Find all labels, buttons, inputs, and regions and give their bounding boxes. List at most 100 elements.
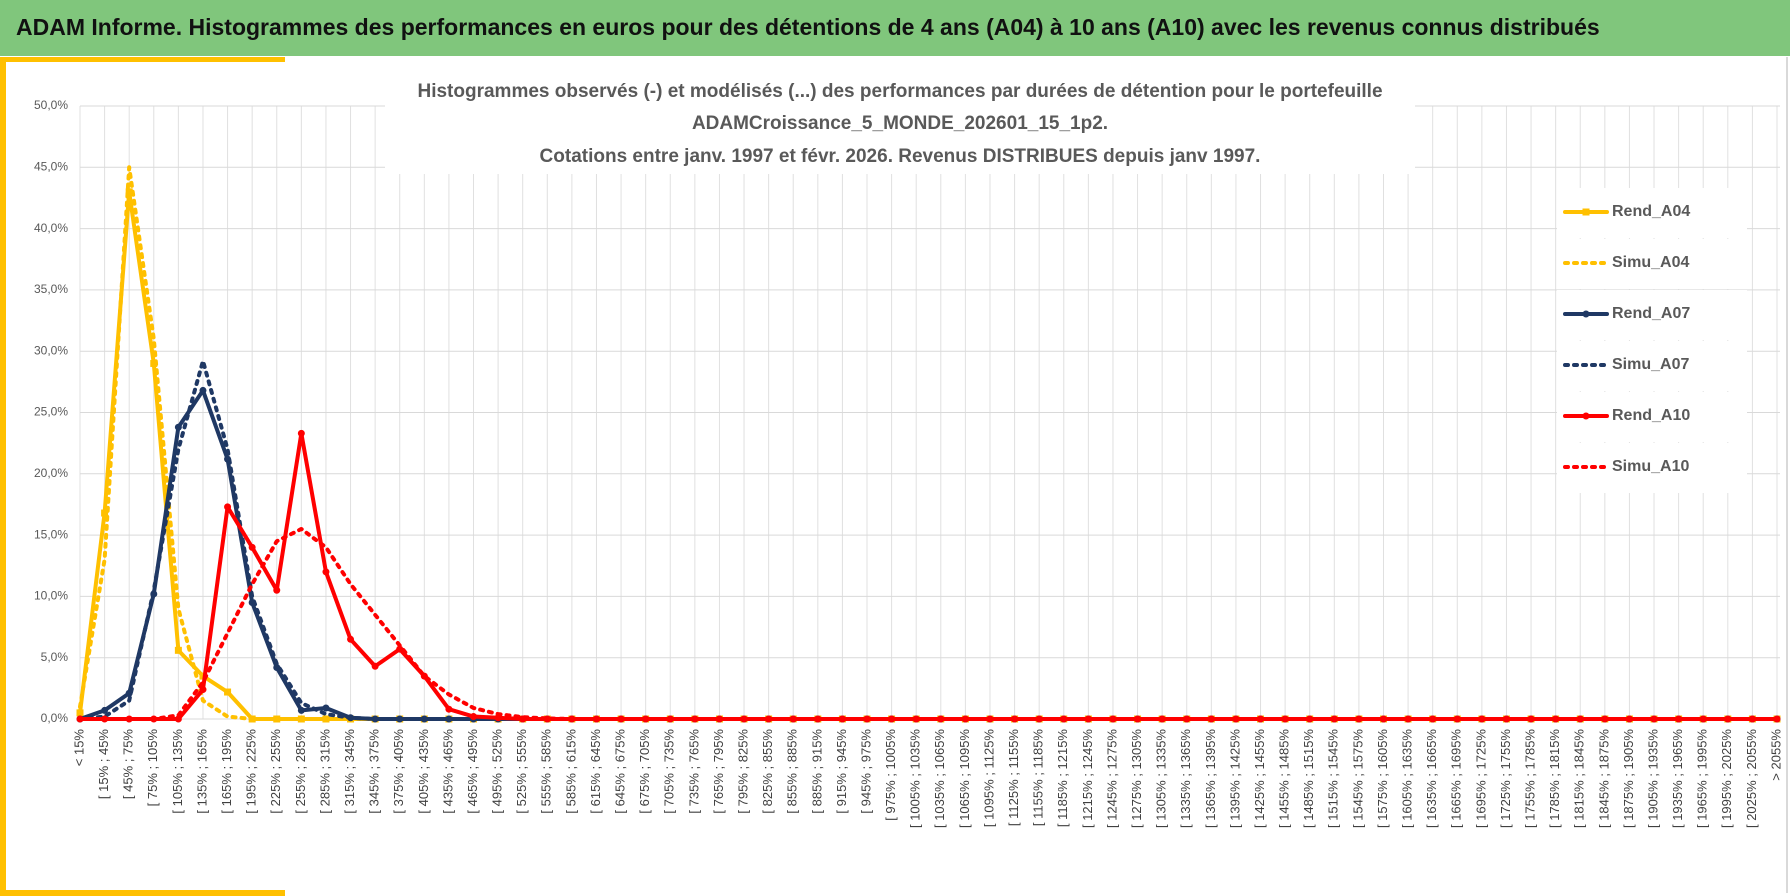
x-tick-label: [ 285% ; 315% [317,729,332,814]
x-tick-label: [ 45% ; 75% [121,729,136,800]
x-tick-label: [ 1665% ; 1695% [1449,729,1464,828]
x-tick-label: [ 105% ; 135% [170,729,185,814]
x-tick-label: [ 1845% ; 1875% [1596,729,1611,828]
series-line [78,189,1779,721]
x-tick-label: [ 945% ; 975% [858,729,873,814]
legend-marker [1582,208,1590,216]
x-tick-label: [ 255% ; 285% [293,729,308,814]
x-tick-label: [ 885% ; 915% [809,729,824,814]
point-marker [297,429,305,437]
x-tick-label: [ 1485% ; 1515% [1301,729,1316,828]
legend-label: Simu_A07 [1612,356,1689,373]
x-tick-label: [ 735% ; 765% [686,729,701,814]
point-marker [199,386,207,394]
point-marker [396,645,404,653]
point-marker [174,715,182,723]
y-tick-label: 20,0% [34,466,68,480]
x-tick-label: [ 225% ; 255% [268,729,283,814]
x-tick-label: [ 645% ; 675% [613,729,628,814]
x-tick-label: [ 1245% ; 1275% [1104,729,1119,828]
x-tick-label: [ 195% ; 225% [244,729,259,814]
x-tick-label: [ 315% ; 345% [342,729,357,814]
x-tick-label: [ 1905% ; 1935% [1645,729,1660,828]
legend-marker [1582,412,1590,420]
x-tick-label: [ 525% ; 555% [514,729,529,814]
x-tick-label: [ 1515% ; 1545% [1326,729,1341,828]
legend-background [1557,239,1747,289]
point-marker [76,709,84,717]
x-tick-label: [ 1575% ; 1605% [1375,729,1390,828]
point-marker [470,713,478,721]
x-tick-label: [ 1635% ; 1665% [1424,729,1439,828]
point-marker [125,188,133,196]
x-tick-label: [ 1005% ; 1035% [908,729,923,828]
x-tick-label: [ 1785% ; 1815% [1547,729,1562,828]
x-tick-label: [ 1095% ; 1125% [981,729,996,827]
x-tick-label: [ 1365% ; 1395% [1203,729,1218,828]
point-marker [273,586,281,594]
x-tick-label: [ 915% ; 945% [834,729,849,814]
series-line [78,359,1779,721]
x-tick-label: [ 465% ; 495% [465,729,480,814]
point-marker [1453,715,1461,723]
y-tick-label: 0,0% [41,711,69,725]
legend-marker [1582,310,1590,318]
legend-label: Rend_A07 [1612,305,1690,322]
y-tick-label: 50,0% [34,98,68,112]
y-tick-label: 15,0% [34,527,68,541]
legend-background [1557,443,1747,493]
x-tick-label: [ 975% ; 1005% [883,729,898,821]
x-tick-label: [ 405% ; 435% [416,729,431,814]
chart-title: Histogrammes observés (-) et modélisés (… [417,81,1382,102]
point-marker [224,503,232,511]
x-tick-label: [ 1335% ; 1365% [1178,729,1193,828]
point-marker [224,688,232,696]
x-tick-label: [ 435% ; 465% [440,729,455,814]
x-tick-label: [ 165% ; 195% [219,729,234,814]
x-tick-label: [ 1035% ; 1065% [932,729,947,828]
x-tick-label: [ 585% ; 615% [563,729,578,814]
x-tick-label: [ 375% ; 405% [391,729,406,814]
point-marker [322,568,330,576]
point-marker [371,662,379,670]
x-tick-label: [ 75% ; 105% [145,729,160,807]
title-background [385,74,1415,174]
x-tick-label: < 15% [71,729,86,767]
x-tick-label: [ 1455% ; 1485% [1277,729,1292,828]
legend-label: Simu_A10 [1612,458,1689,475]
x-tick-label: [ 855% ; 885% [785,729,800,814]
x-tick-label: [ 705% ; 735% [662,729,677,814]
x-tick-label: [ 1155% ; 1185% [1031,729,1046,827]
point-marker [150,359,158,367]
x-tick-label: [ 1395% ; 1425% [1227,729,1242,828]
y-tick-label: 45,0% [34,159,68,173]
frame-right [1786,57,1788,893]
point-marker [297,715,305,723]
point-marker [174,423,182,431]
x-tick-label: [ 1965% ; 1995% [1695,729,1710,828]
x-tick-label: [ 15% ; 45% [96,729,111,800]
point-marker [715,715,723,723]
x-tick-label: [ 1995% ; 2025% [1719,729,1734,828]
x-tick-label: [ 495% ; 525% [490,729,505,814]
x-tick-label: [ 1755% ; 1785% [1522,729,1537,828]
point-marker [322,704,330,712]
x-tick-label: [ 615% ; 645% [588,729,603,814]
x-tick-label: > 2055% [1768,729,1783,781]
point-marker [101,509,109,517]
point-marker [297,706,305,714]
y-tick-label: 10,0% [34,589,68,603]
chart-subtitle: Cotations entre janv. 1997 et févr. 2026… [540,146,1261,167]
point-marker [347,635,355,643]
frame-left [0,57,6,893]
x-tick-label: [ 1275% ; 1305% [1129,729,1144,828]
x-tick-label: [ 135% ; 165% [194,729,209,814]
x-tick-label: [ 1305% ; 1335% [1154,729,1169,828]
chart-subtitle: ADAMCroissance_5_MONDE_202601_15_1p2. [692,113,1108,134]
point-marker [174,646,182,654]
x-tick-label: [ 795% ; 825% [735,729,750,814]
series-line [78,165,1779,721]
x-tick-label: [ 1725% ; 1755% [1498,729,1513,828]
point-marker [248,543,256,551]
